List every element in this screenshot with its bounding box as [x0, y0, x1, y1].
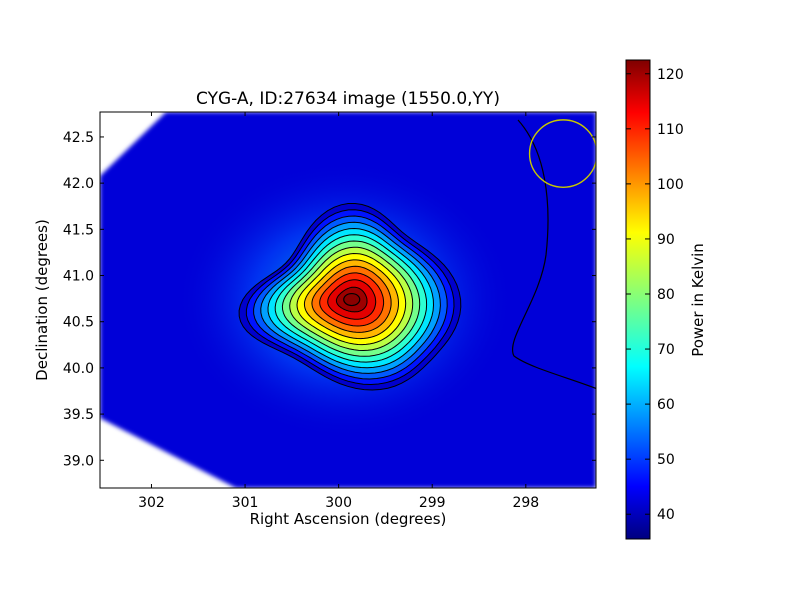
y-tick-label: 39.0 — [63, 453, 94, 469]
y-axis: 39.0 39.5 40.0 40.5 41.0 41.5 42.0 42.5 — [63, 130, 596, 469]
beam-circle — [528, 119, 596, 188]
colorbar-tick-label: 50 — [657, 452, 675, 468]
x-axis-label: Right Ascension (degrees) — [250, 510, 447, 528]
colorbar-ticks: 40 50 60 70 80 90 100 110 120 — [626, 67, 684, 523]
contour-line — [319, 272, 385, 327]
colorbar-tick-label: 110 — [657, 122, 684, 138]
y-tick-label: 40.0 — [63, 361, 94, 377]
contour-line — [311, 265, 392, 333]
colorbar-tick-label: 70 — [657, 342, 675, 358]
contour-line — [260, 221, 441, 374]
chart-title: CYG-A, ID:27634 image (1550.0,YY) — [196, 89, 500, 109]
contour-line — [245, 209, 455, 386]
colorbar-tick-label: 60 — [657, 397, 675, 413]
contour-line — [327, 279, 377, 320]
colorbar-label: Power in Kelvin — [689, 243, 707, 357]
x-tick-label: 299 — [419, 495, 446, 511]
y-tick-label: 40.5 — [63, 315, 94, 331]
contour-line — [274, 234, 428, 363]
x-axis: 302 301 300 299 298 — [138, 112, 539, 511]
y-tick-label: 41.5 — [63, 222, 94, 238]
colorbar — [625, 59, 651, 540]
y-tick-label: 42.5 — [63, 130, 94, 146]
contour-line — [281, 240, 421, 357]
colorbar-tick-label: 90 — [657, 232, 675, 248]
peak-marker — [343, 292, 361, 307]
contour-line — [267, 227, 435, 369]
colorbar-tick-label: 100 — [657, 177, 684, 193]
contour-line — [335, 286, 368, 313]
y-tick-label: 42.0 — [63, 176, 94, 192]
contour-line — [253, 215, 448, 380]
colorbar-tick-label: 120 — [657, 67, 684, 83]
x-tick-label: 302 — [138, 495, 165, 511]
colorbar-tick-label: 80 — [657, 287, 675, 303]
x-tick-label: 298 — [512, 495, 539, 511]
colorbar-tick-label: 40 — [657, 507, 675, 523]
plot-area — [100, 112, 596, 488]
x-tick-label: 300 — [325, 495, 352, 511]
x-tick-label: 301 — [232, 495, 259, 511]
contour-line — [303, 259, 400, 340]
plot-frame — [99, 111, 597, 489]
outer-contour-line — [511, 119, 596, 390]
contour-line — [289, 246, 414, 352]
y-tick-label: 41.0 — [63, 269, 94, 285]
contour-lines — [238, 203, 462, 391]
y-axis-label: Declination (degrees) — [33, 219, 51, 381]
y-tick-label: 39.5 — [63, 407, 94, 423]
contour-line — [238, 203, 462, 391]
contour-line — [296, 252, 407, 346]
